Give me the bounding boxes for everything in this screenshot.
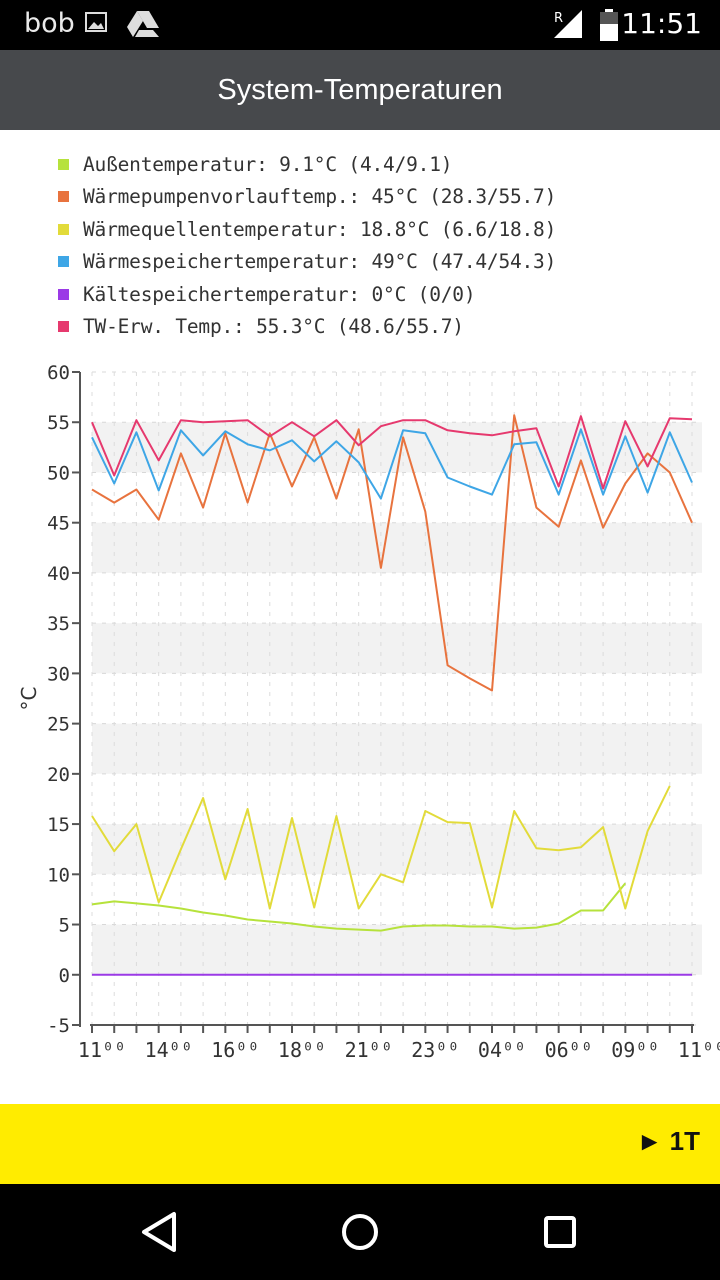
x-tick-label: 11⁰⁰ [678,1038,720,1062]
y-tick-label: 40 [47,563,70,585]
app-header: System-Temperaturen [0,50,720,130]
y-axis-label: °C [17,687,41,711]
x-tick-label: 23⁰⁰ [411,1038,459,1062]
legend-swatch [58,191,69,203]
status-app-label: bob [24,8,75,39]
legend-item: Wärmespeichertemperatur: 49°C (47.4/54.3… [58,246,556,279]
roaming-label: R [554,11,563,26]
y-tick-label: 10 [47,864,70,886]
legend-label: Wärmepumpenvorlauftemp.: 45°C (28.3/55.7… [83,185,557,209]
y-tick-label: 30 [47,663,70,685]
x-tick-label: 18⁰⁰ [278,1038,326,1062]
back-icon[interactable] [130,1202,190,1262]
legend-item: TW-Erw. Temp.: 55.3°C (48.6/55.7) [58,311,556,344]
x-tick-label: 16⁰⁰ [211,1038,259,1062]
drive-icon [126,10,160,42]
chart-legend: Außentemperatur: 9.1°C (4.4/9.1) Wärmepum… [58,148,556,343]
legend-item: Kältespeichertemperatur: 0°C (0/0) [58,278,556,311]
grid-band [92,623,702,674]
y-tick-label: 50 [47,462,70,484]
y-tick-label: 0 [59,965,70,987]
legend-item: Wärmequellentemperatur: 18.8°C (6.6/18.8… [58,213,556,246]
x-tick-label: 04⁰⁰ [478,1038,526,1062]
legend-swatch [58,223,69,235]
battery-icon [598,8,620,46]
status-bar: bob R 11:51 [0,0,720,50]
legend-label: TW-Erw. Temp.: 55.3°C (48.6/55.7) [83,315,464,339]
system-nav-bar [0,1184,720,1280]
recents-icon[interactable] [530,1202,590,1262]
temperature-chart: 60 55 50 45 40 35 30 25 20 15 10 5 0 -5 °C 11⁰⁰ 14⁰⁰ 16⁰⁰… [0,350,720,1070]
range-bar[interactable]: ► 1T [0,1104,720,1184]
y-tick-label: 15 [47,814,70,836]
home-icon[interactable] [330,1202,390,1262]
y-tick-label: 20 [47,764,70,786]
y-tick-label: 5 [59,915,70,937]
legend-swatch [58,158,69,170]
legend-label: Außentemperatur: 9.1°C (4.4/9.1) [83,152,453,176]
signal-icon: R [552,8,586,44]
range-1t-button[interactable]: ► 1T [636,1126,700,1156]
grid-band [92,924,702,975]
y-tick-label: -5 [47,1015,70,1037]
status-time: 11:51 [621,7,702,40]
series-line [91,415,693,490]
legend-item: Wärmepumpenvorlauftemp.: 45°C (28.3/55.7… [58,181,556,214]
x-tick-label: 14⁰⁰ [145,1038,193,1062]
grid-band [92,824,702,875]
y-tick-label: 25 [47,714,70,736]
series-line [91,882,627,932]
grid-band [92,723,702,774]
legend-label: Wärmespeichertemperatur: 49°C (47.4/54.3… [83,250,557,274]
series-line [91,428,693,500]
grid-band [92,522,702,573]
x-tick-label: 06⁰⁰ [545,1038,593,1062]
x-tick-label: 21⁰⁰ [345,1038,393,1062]
x-tick-label: 11⁰⁰ [78,1038,126,1062]
y-tick-label: 45 [47,513,70,535]
legend-swatch [58,321,69,333]
y-tick-label: 35 [47,613,70,635]
legend-label: Wärmequellentemperatur: 18.8°C (6.6/18.8… [83,217,557,241]
legend-item: Außentemperatur: 9.1°C (4.4/9.1) [58,148,556,181]
series-line [91,785,671,910]
legend-swatch [58,288,69,300]
legend-swatch [58,256,69,268]
x-tick-label: 09⁰⁰ [611,1038,659,1062]
image-icon [84,10,108,38]
legend-label: Kältespeichertemperatur: 0°C (0/0) [83,282,476,306]
page-title: System-Temperaturen [217,74,503,106]
y-tick-label: 55 [47,412,70,434]
y-tick-label: 60 [47,362,70,384]
series-line [91,414,693,692]
